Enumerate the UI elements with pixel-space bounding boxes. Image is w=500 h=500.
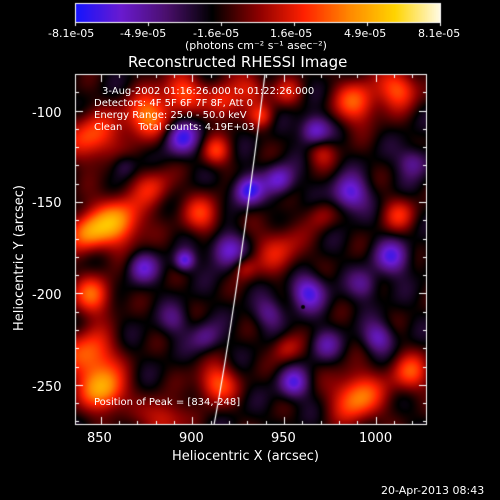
y-tick-label: -200: [32, 288, 62, 303]
peak-position-label: Position of Peak = [834,-248]: [94, 397, 241, 408]
colorbar-tick-1: -8.1e-05: [48, 27, 95, 40]
y-tick-label: -250: [32, 380, 62, 395]
colorbar-tick-2: -4.9e-05: [120, 27, 167, 40]
colorbar-tick-4: 1.6e-05: [270, 27, 313, 40]
annotation-energy-range: Energy Range: 25.0 - 50.0 keV: [94, 110, 247, 121]
annotation-clean-counts: Clean Total counts: 4.19E+03: [94, 122, 255, 133]
y-tick-label: -150: [32, 196, 62, 211]
footer-timestamp: 20-Apr-2013 08:43: [381, 484, 485, 497]
colorbar-tick-5: 4.9e-05: [344, 27, 387, 40]
annotation-time-range: 3-Aug-2002 01:16:26.000 to 01:22:26.000: [102, 86, 315, 97]
colorbar-tick-3: -1.6e-05: [193, 27, 240, 40]
colorbar-tick-6: 8.1e-05: [418, 27, 461, 40]
y-axis-label: Heliocentric Y (arcsec): [12, 185, 27, 331]
x-tick-label: 900: [179, 431, 204, 446]
colorbar-unit-label: (photons cm⁻² s⁻¹ asec⁻²): [185, 39, 327, 52]
y-tick-label: -100: [32, 106, 62, 121]
x-tick-label: 950: [271, 431, 296, 446]
x-axis-label: Heliocentric X (arcsec): [172, 449, 319, 464]
plot-title: Reconstructed RHESSI Image: [128, 53, 348, 71]
x-tick-label: 850: [87, 431, 112, 446]
x-tick-label: 1000: [359, 431, 393, 446]
annotation-detectors: Detectors: 4F 5F 6F 7F 8F, Att 0: [94, 98, 254, 109]
